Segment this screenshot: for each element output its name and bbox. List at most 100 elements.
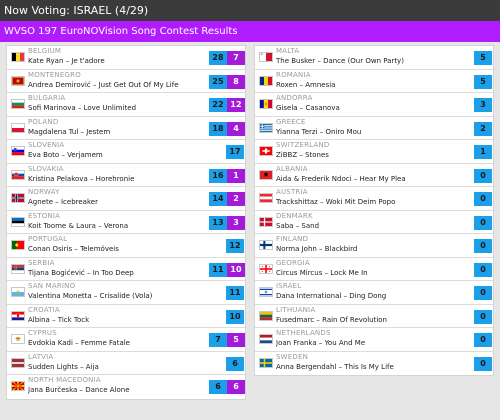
now-voting-bar: Now Voting: ISRAEL (4/29) — [0, 0, 500, 21]
flag-cyprus-icon — [11, 334, 25, 344]
country-name: ALBANIA — [276, 164, 308, 173]
country-name: ANDORRA — [276, 94, 313, 102]
artist-song: Albina – Tick Tock — [28, 315, 90, 324]
result-row-switzerland: SWITZERLAND ZiBBZ – Stones 1 — [255, 140, 493, 164]
result-row-austria: AUSTRIA Trackshittaz – Woki Mit Deim Popo… — [255, 187, 493, 211]
total-score-badge: 22 — [209, 98, 227, 112]
country-name: NORWAY — [28, 188, 60, 196]
result-row-malta: MALTA The Busker – Dance (Our Own Party) 5 — [255, 46, 493, 70]
result-row-croatia: CROATIA Albina – Tick Tock 10 — [7, 305, 245, 328]
artist-song: Trackshittaz – Woki Mit Deim Popo — [276, 198, 396, 206]
country-name: FINLAND — [276, 235, 309, 243]
artist-song: Andrea Demirović – Just Get Out Of My Li… — [28, 80, 179, 89]
total-score-badge: 7 — [209, 333, 227, 347]
awarded-points-badge: 1 — [227, 168, 245, 183]
awarded-points-badge: 10 — [227, 262, 245, 277]
country-name: SAN MARINO — [28, 282, 76, 290]
total-score-badge: 28 — [209, 51, 227, 65]
results-column-left: BELGIUM Kate Ryan – Je t'adore 28 7 MONTENEG… — [6, 45, 246, 400]
flag-slovenia-icon — [11, 146, 25, 156]
result-row-georgia: GEORGIA Circus Mircus – Lock Me In 0 — [255, 258, 493, 281]
country-name: DENMARK — [276, 211, 313, 220]
flag-latvia-icon — [11, 357, 25, 368]
artist-song: Yianna Terzi – Oniro Mou — [276, 127, 362, 136]
flag-slovakia-icon — [11, 169, 25, 180]
country-name: POLAND — [28, 117, 59, 126]
country-name: ROMANIA — [276, 70, 311, 79]
flag-san-marino-icon — [11, 287, 25, 297]
country-name: MONTENEGRO — [28, 70, 81, 79]
total-score-badge: 0 — [474, 262, 492, 277]
result-row-slovenia: SLOVENIA Eva Boto – Verjamem 17 — [7, 140, 245, 164]
flag-lithuania-icon — [259, 310, 273, 321]
flag-andorra-icon — [259, 99, 273, 109]
result-row-portugal: PORTUGAL Conan Osiris – Telemóveis 12 — [7, 234, 245, 258]
result-row-slovakia: SLOVAKIA Kristina Pelakova – Horehronie 16… — [7, 164, 245, 187]
artist-song: Sudden Lights – Aija — [28, 362, 99, 371]
total-score-badge: 6 — [226, 356, 244, 371]
country-name: BULGARIA — [28, 94, 66, 102]
result-row-belgium: BELGIUM Kate Ryan – Je t'adore 28 7 — [7, 46, 245, 70]
artist-song: Saba – Sand — [276, 221, 320, 230]
total-score-badge: 0 — [474, 356, 492, 371]
flag-israel-icon — [259, 287, 273, 297]
total-score-badge: 0 — [474, 168, 492, 183]
flag-albania-icon — [259, 169, 273, 180]
awarded-points-badge: 8 — [227, 74, 245, 89]
result-row-greece: GREECE Yianna Terzi – Oniro Mou 2 — [255, 117, 493, 140]
artist-song: Roxen – Amnesia — [276, 80, 336, 89]
artist-song: Magdalena Tul – Jestem — [28, 127, 111, 136]
result-row-serbia: SERBIA Tijana Bogićević – In Too Deep 11 10 — [7, 258, 245, 281]
country-name: LATVIA — [28, 352, 54, 361]
awarded-points-badge: 6 — [227, 380, 245, 394]
total-score-badge: 0 — [474, 286, 492, 300]
result-row-albania: ALBANIA Aida & Frederik Ndoci – Hear My P… — [255, 164, 493, 187]
result-row-north-macedonia: NORTH MACEDONIA Jana Burčeska – Dance Alo… — [7, 375, 245, 399]
result-row-israel: ISRAEL Dana International – Ding Dong 0 — [255, 281, 493, 305]
result-row-san-marino: SAN MARINO Valentina Monetta – Crisalide … — [7, 281, 245, 305]
total-score-badge: 1 — [474, 145, 492, 159]
flag-netherlands-icon — [259, 334, 273, 344]
flag-romania-icon — [259, 75, 273, 86]
artist-song: Norma John – Blackbird — [276, 245, 358, 253]
country-name: BELGIUM — [28, 47, 62, 55]
artist-song: Agnete – Icebreaker — [28, 198, 98, 206]
awarded-points-badge: 7 — [227, 51, 245, 65]
country-name: ESTONIA — [28, 211, 61, 220]
flag-norway-icon — [11, 193, 25, 203]
flag-bulgaria-icon — [11, 99, 25, 109]
total-score-badge: 13 — [209, 215, 227, 230]
result-row-denmark: DENMARK Saba – Sand 0 — [255, 211, 493, 234]
artist-song: Fusedmarc – Rain Of Revolution — [276, 315, 387, 324]
artist-song: ZiBBZ – Stones — [276, 151, 329, 159]
flag-belgium-icon — [11, 52, 25, 62]
country-name: SWITZERLAND — [276, 141, 330, 149]
total-score-badge: 2 — [474, 121, 492, 136]
total-score-badge: 12 — [226, 239, 244, 253]
artist-song: Kristina Pelakova – Horehronie — [28, 174, 135, 183]
artist-song: Aida & Frederik Ndoci – Hear My Plea — [276, 174, 406, 183]
flag-portugal-icon — [11, 240, 25, 250]
country-name: CROATIA — [28, 305, 60, 314]
results-title-bar: WVSO 197 EuroNOVision Song Contest Resul… — [0, 21, 500, 42]
artist-song: Kate Ryan – Je t'adore — [28, 57, 105, 65]
result-row-andorra: ANDORRA Gisela – Casanova 3 — [255, 93, 493, 117]
artist-song: Jana Burčeska – Dance Alone — [28, 386, 130, 394]
result-row-estonia: ESTONIA Koit Toome & Laura – Verona 13 3 — [7, 211, 245, 234]
result-row-lithuania: LITHUANIA Fusedmarc – Rain Of Revolution 0 — [255, 305, 493, 328]
artist-song: Joan Franka – You And Me — [276, 339, 366, 347]
total-score-badge: 18 — [209, 121, 227, 136]
total-score-badge: 3 — [474, 98, 492, 112]
flag-montenegro-icon — [11, 75, 25, 86]
result-row-netherlands: NETHERLANDS Joan Franka – You And Me 0 — [255, 328, 493, 352]
country-name: NORTH MACEDONIA — [28, 376, 101, 384]
country-name: NETHERLANDS — [276, 329, 331, 337]
total-score-badge: 0 — [474, 192, 492, 206]
country-name: ISRAEL — [276, 282, 302, 290]
total-score-badge: 16 — [209, 168, 227, 183]
total-score-badge: 25 — [209, 74, 227, 89]
artist-song: Evdokia Kadi – Femme Fatale — [28, 339, 130, 347]
now-voting-label: Now Voting: ISRAEL (4/29) — [4, 4, 149, 17]
total-score-badge: 0 — [474, 239, 492, 253]
result-row-bulgaria: BULGARIA Sofi Marinova – Love Unlimited 22… — [7, 93, 245, 117]
